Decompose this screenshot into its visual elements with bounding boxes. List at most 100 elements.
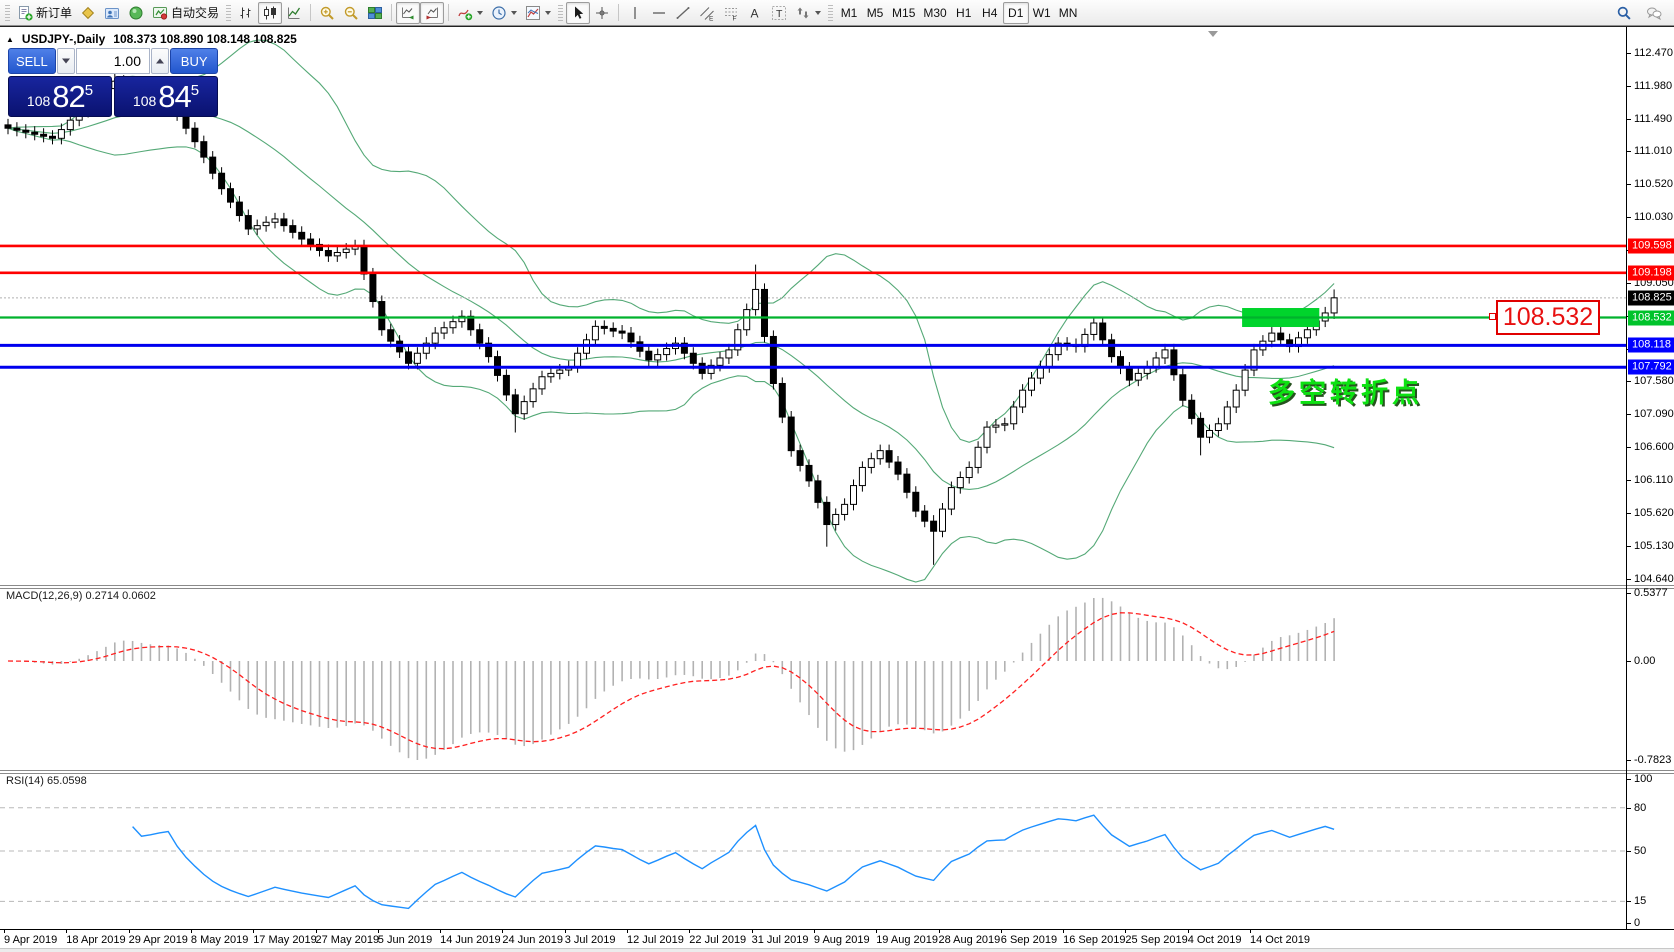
volume-increase-button[interactable]	[151, 48, 170, 74]
time-axis-label: 4 Oct 2019	[1187, 934, 1242, 946]
periods-button[interactable]	[487, 2, 521, 24]
text-label-button[interactable]: T	[767, 2, 791, 24]
chat-button[interactable]	[1642, 2, 1666, 24]
candlestick-chart-button[interactable]	[258, 1, 283, 24]
timeframe-h1[interactable]: H1	[951, 2, 977, 24]
arrows-button[interactable]	[791, 2, 825, 24]
toolbar-grip	[828, 4, 834, 21]
timeframe-m5[interactable]: M5	[862, 2, 888, 24]
trendline-button[interactable]	[671, 2, 695, 24]
time-axis[interactable]: 9 Apr 2019 18 Apr 2019 29 Apr 2019 8 May 20…	[0, 929, 1674, 949]
callout-anchor-handle[interactable]	[1489, 313, 1496, 320]
toolbar-separator	[618, 4, 620, 21]
time-axis-tick	[876, 930, 878, 933]
scale-tick-label: 111.980	[1627, 80, 1672, 92]
macd-canvas[interactable]	[0, 587, 1626, 770]
ask-price-box[interactable]: 108 84 5	[114, 76, 218, 117]
scale-tick-label: 80	[1627, 802, 1646, 814]
buy-button[interactable]: BUY	[170, 48, 218, 74]
time-axis-tick	[1125, 930, 1127, 933]
time-axis-label: 9 Apr 2019	[4, 934, 58, 946]
time-axis-tick	[66, 930, 68, 933]
svg-text:E: E	[709, 15, 714, 21]
time-axis-label: 14 Oct 2019	[1250, 934, 1310, 946]
scale-tick-label: 105.620	[1627, 507, 1674, 519]
bar-chart-button[interactable]	[234, 2, 258, 24]
timeframe-w1[interactable]: W1	[1029, 2, 1055, 24]
chinese-annotation-text[interactable]: 多空转折点	[1268, 378, 1423, 408]
templates-button[interactable]	[521, 2, 555, 24]
fibonacci-button[interactable]: F	[719, 2, 743, 24]
indicators-button[interactable]	[453, 2, 487, 24]
time-axis-label: 24 Jun 2019	[502, 934, 563, 946]
pane-separator[interactable]	[0, 585, 1674, 589]
periods-icon	[491, 5, 507, 21]
scale-tick-label: 100	[1627, 773, 1652, 785]
alerts-button[interactable]	[124, 2, 148, 24]
scale-tick-label: 107.090	[1627, 408, 1674, 420]
crosshair-icon	[594, 5, 610, 21]
sell-button[interactable]: SELL	[8, 48, 56, 74]
timeframe-d1[interactable]: D1	[1002, 1, 1029, 24]
vertical-line-button[interactable]	[623, 2, 647, 24]
zoom-out-button[interactable]	[339, 2, 363, 24]
time-axis-tick	[1000, 930, 1002, 933]
equidistant-channel-button[interactable]: E	[695, 2, 719, 24]
new-order-button[interactable]: 新订单	[13, 2, 76, 24]
toolbar-grip	[558, 4, 564, 21]
line-chart-icon	[286, 5, 302, 21]
time-axis-label: 27 May 2019	[315, 934, 380, 946]
chart-window: ▲ USDJPY-,Daily 108.373 108.890 108.148 …	[0, 26, 1674, 952]
time-axis-label: 29 Apr 2019	[128, 934, 188, 946]
timeframe-m15[interactable]: M15	[888, 2, 919, 24]
volume-input[interactable]	[76, 48, 150, 74]
dropdown-caret-icon[interactable]	[477, 10, 484, 15]
scale-tick-label: 106.600	[1627, 441, 1674, 453]
price-callout-box[interactable]: 108.532	[1496, 300, 1600, 335]
time-axis-label: 16 Sep 2019	[1063, 934, 1126, 946]
zoom-in-button[interactable]	[315, 2, 339, 24]
time-axis-tick	[627, 930, 628, 933]
tile-windows-button[interactable]	[363, 2, 387, 24]
search-button[interactable]	[1612, 2, 1636, 24]
timeframe-h4[interactable]: H4	[977, 2, 1003, 24]
price-chart-canvas[interactable]	[0, 29, 1626, 585]
autotrading-button[interactable]: 自动交易	[148, 2, 223, 24]
candles-icon	[262, 5, 278, 21]
volume-decrease-button[interactable]	[56, 48, 75, 74]
timeframe-m30[interactable]: M30	[919, 2, 950, 24]
timeframe-h4-label: H4	[982, 5, 998, 20]
timeframe-mn[interactable]: MN	[1055, 2, 1082, 24]
scale-tick-label: 0.5377	[1627, 587, 1668, 599]
timeframe-m1[interactable]: M1	[836, 2, 862, 24]
chart-shift-button[interactable]	[420, 1, 445, 24]
time-axis-label: 5 Jun 2019	[377, 934, 433, 946]
time-axis-label: 31 Jul 2019	[751, 934, 809, 946]
auto-scroll-icon	[400, 5, 416, 21]
dropdown-caret-icon[interactable]	[815, 10, 822, 15]
dropdown-caret-icon[interactable]	[545, 10, 552, 15]
horizontal-line-button[interactable]	[647, 2, 671, 24]
scale-tick-label: 106.110	[1627, 474, 1673, 486]
scale-tick-label: 0.00	[1627, 655, 1655, 667]
time-axis-tick	[4, 930, 5, 933]
data-window-button[interactable]	[76, 2, 100, 24]
dropdown-caret-icon[interactable]	[511, 10, 518, 15]
text-button[interactable]: A	[743, 2, 767, 24]
rsi-canvas[interactable]	[0, 772, 1626, 929]
ask-pip: 5	[190, 82, 200, 99]
price-scale[interactable]: 112.470 111.980 111.490 111.010 110.520 110.0…	[1626, 27, 1674, 929]
crosshair-button[interactable]	[590, 2, 614, 24]
bid-price-box[interactable]: 108 82 5	[8, 76, 112, 117]
profiles-button[interactable]	[100, 2, 124, 24]
toolbar-separator	[310, 4, 312, 21]
collapse-indicator-icon[interactable]: ▲	[6, 34, 14, 44]
cursor-icon	[570, 5, 586, 21]
time-axis-label: 3 Jul 2019	[564, 934, 616, 946]
line-chart-button[interactable]	[282, 2, 306, 24]
chart-shift-marker-icon[interactable]	[1208, 31, 1218, 37]
auto-scroll-button[interactable]	[396, 1, 421, 24]
cursor-button[interactable]	[566, 1, 591, 24]
pane-separator[interactable]	[0, 770, 1674, 774]
